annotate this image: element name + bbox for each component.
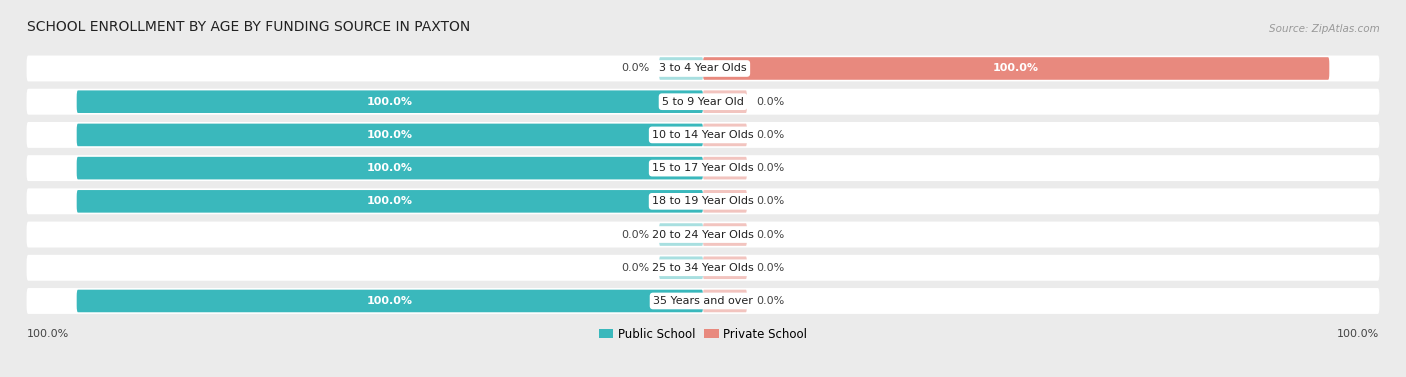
Legend: Public School, Private School: Public School, Private School bbox=[599, 328, 807, 341]
Text: 100.0%: 100.0% bbox=[367, 196, 413, 206]
FancyBboxPatch shape bbox=[27, 122, 1379, 148]
Text: 25 to 34 Year Olds: 25 to 34 Year Olds bbox=[652, 263, 754, 273]
FancyBboxPatch shape bbox=[27, 155, 1379, 181]
Text: 100.0%: 100.0% bbox=[1337, 329, 1379, 339]
Text: 0.0%: 0.0% bbox=[756, 97, 785, 107]
FancyBboxPatch shape bbox=[659, 223, 703, 246]
Text: 100.0%: 100.0% bbox=[367, 130, 413, 140]
FancyBboxPatch shape bbox=[659, 256, 703, 279]
FancyBboxPatch shape bbox=[659, 57, 703, 80]
FancyBboxPatch shape bbox=[703, 57, 1329, 80]
Text: 15 to 17 Year Olds: 15 to 17 Year Olds bbox=[652, 163, 754, 173]
Text: 100.0%: 100.0% bbox=[27, 329, 69, 339]
FancyBboxPatch shape bbox=[27, 222, 1379, 248]
Text: 0.0%: 0.0% bbox=[756, 163, 785, 173]
FancyBboxPatch shape bbox=[27, 255, 1379, 281]
Text: 0.0%: 0.0% bbox=[621, 263, 650, 273]
Text: 100.0%: 100.0% bbox=[993, 63, 1039, 74]
Text: 100.0%: 100.0% bbox=[367, 97, 413, 107]
Text: 0.0%: 0.0% bbox=[756, 296, 785, 306]
FancyBboxPatch shape bbox=[27, 288, 1379, 314]
Text: 0.0%: 0.0% bbox=[756, 130, 785, 140]
Text: 10 to 14 Year Olds: 10 to 14 Year Olds bbox=[652, 130, 754, 140]
Text: 0.0%: 0.0% bbox=[756, 196, 785, 206]
FancyBboxPatch shape bbox=[703, 256, 747, 279]
Text: 5 to 9 Year Old: 5 to 9 Year Old bbox=[662, 97, 744, 107]
Text: 100.0%: 100.0% bbox=[367, 296, 413, 306]
FancyBboxPatch shape bbox=[77, 90, 703, 113]
Text: 0.0%: 0.0% bbox=[756, 230, 785, 239]
FancyBboxPatch shape bbox=[77, 190, 703, 213]
Text: SCHOOL ENROLLMENT BY AGE BY FUNDING SOURCE IN PAXTON: SCHOOL ENROLLMENT BY AGE BY FUNDING SOUR… bbox=[27, 20, 470, 34]
FancyBboxPatch shape bbox=[77, 290, 703, 312]
FancyBboxPatch shape bbox=[27, 55, 1379, 81]
FancyBboxPatch shape bbox=[27, 89, 1379, 115]
FancyBboxPatch shape bbox=[703, 190, 747, 213]
FancyBboxPatch shape bbox=[703, 290, 747, 312]
FancyBboxPatch shape bbox=[77, 124, 703, 146]
FancyBboxPatch shape bbox=[27, 188, 1379, 214]
FancyBboxPatch shape bbox=[703, 124, 747, 146]
FancyBboxPatch shape bbox=[703, 157, 747, 179]
Text: 0.0%: 0.0% bbox=[756, 263, 785, 273]
Text: 18 to 19 Year Olds: 18 to 19 Year Olds bbox=[652, 196, 754, 206]
Text: 3 to 4 Year Olds: 3 to 4 Year Olds bbox=[659, 63, 747, 74]
Text: 20 to 24 Year Olds: 20 to 24 Year Olds bbox=[652, 230, 754, 239]
FancyBboxPatch shape bbox=[703, 223, 747, 246]
FancyBboxPatch shape bbox=[703, 90, 747, 113]
Text: 0.0%: 0.0% bbox=[621, 230, 650, 239]
Text: Source: ZipAtlas.com: Source: ZipAtlas.com bbox=[1268, 24, 1379, 34]
Text: 35 Years and over: 35 Years and over bbox=[652, 296, 754, 306]
Text: 100.0%: 100.0% bbox=[367, 163, 413, 173]
Text: 0.0%: 0.0% bbox=[621, 63, 650, 74]
FancyBboxPatch shape bbox=[77, 157, 703, 179]
